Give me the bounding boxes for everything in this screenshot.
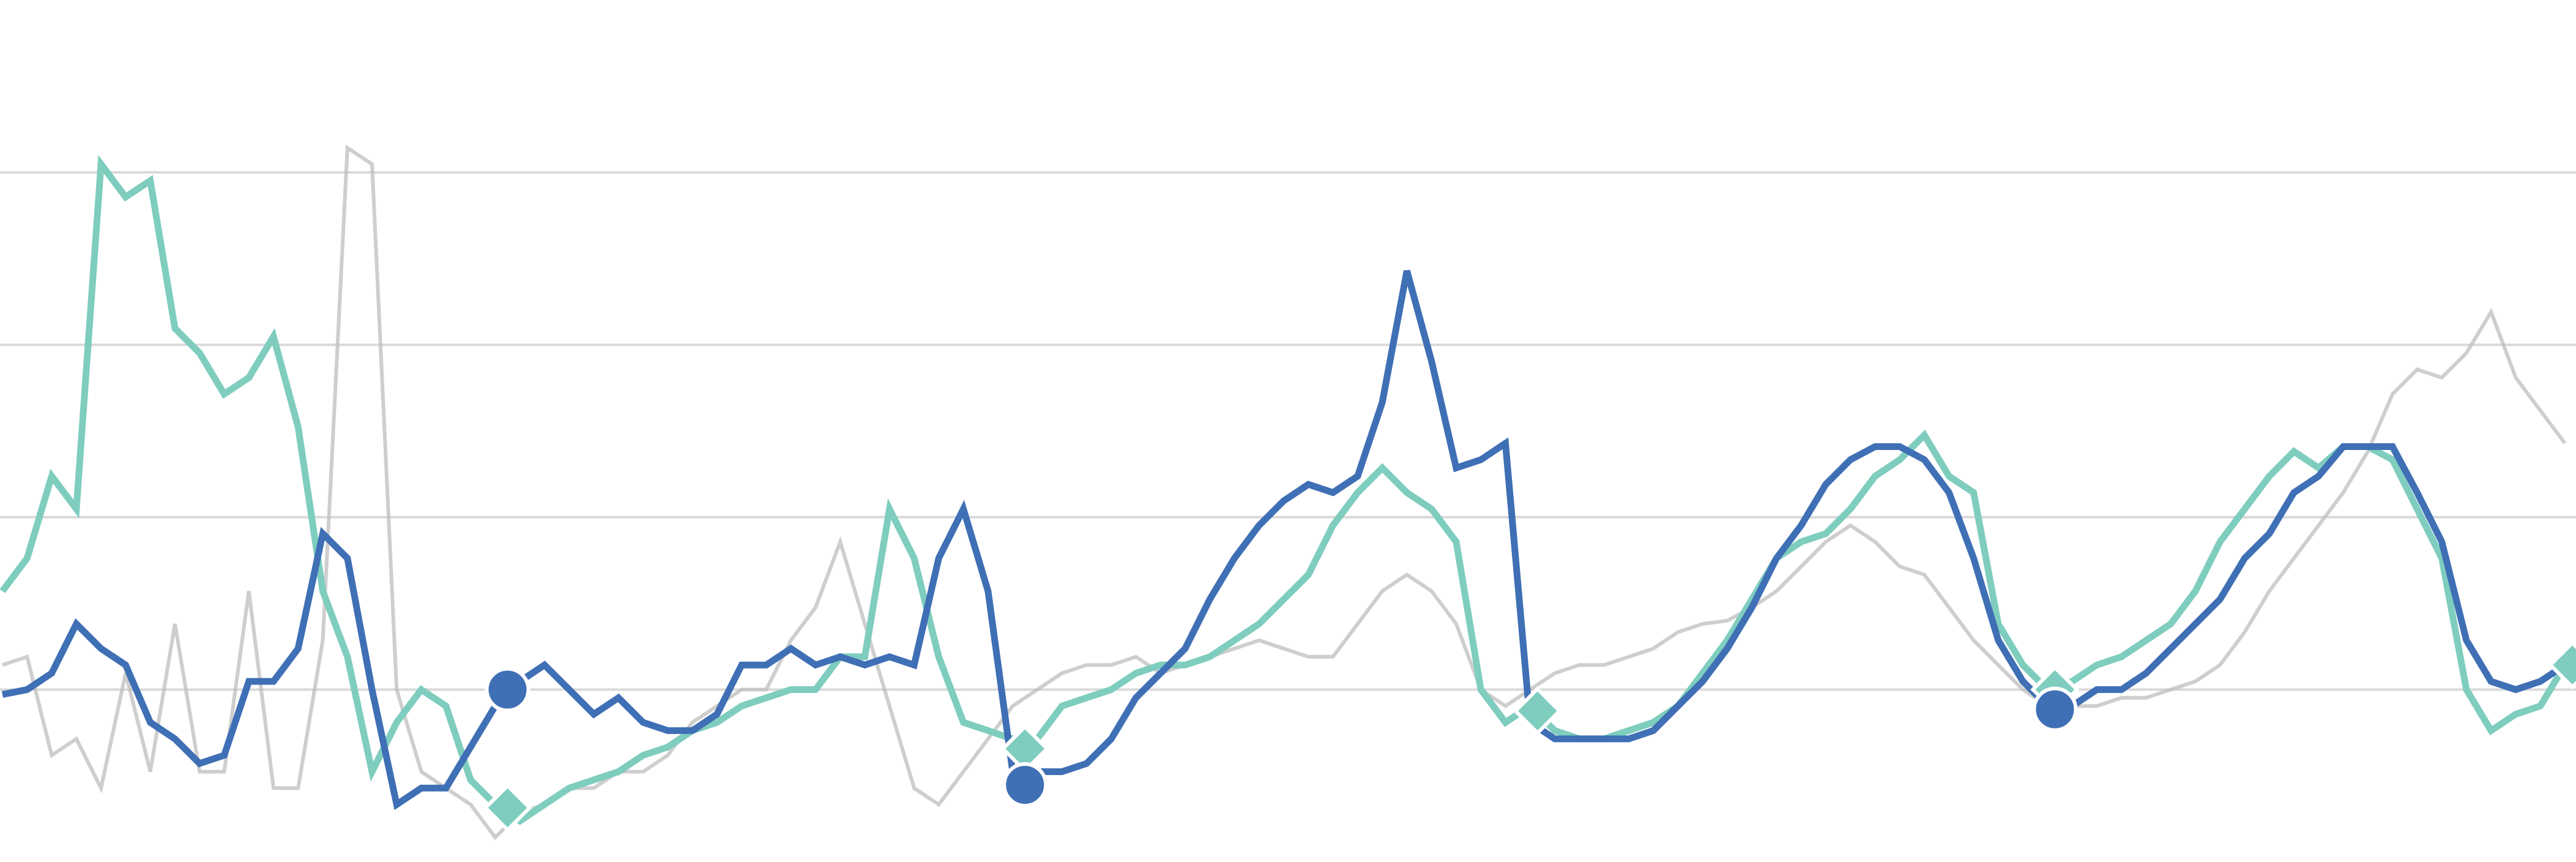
point-marker <box>1513 686 1563 736</box>
point-marker <box>2547 640 2576 690</box>
point-marker <box>483 783 532 833</box>
point-marker <box>485 667 530 713</box>
point-marker <box>1002 762 1048 808</box>
point-marker <box>2032 686 2078 732</box>
series-line <box>2 144 2567 841</box>
series-line <box>1 270 2567 811</box>
series-line <box>0 155 2568 825</box>
